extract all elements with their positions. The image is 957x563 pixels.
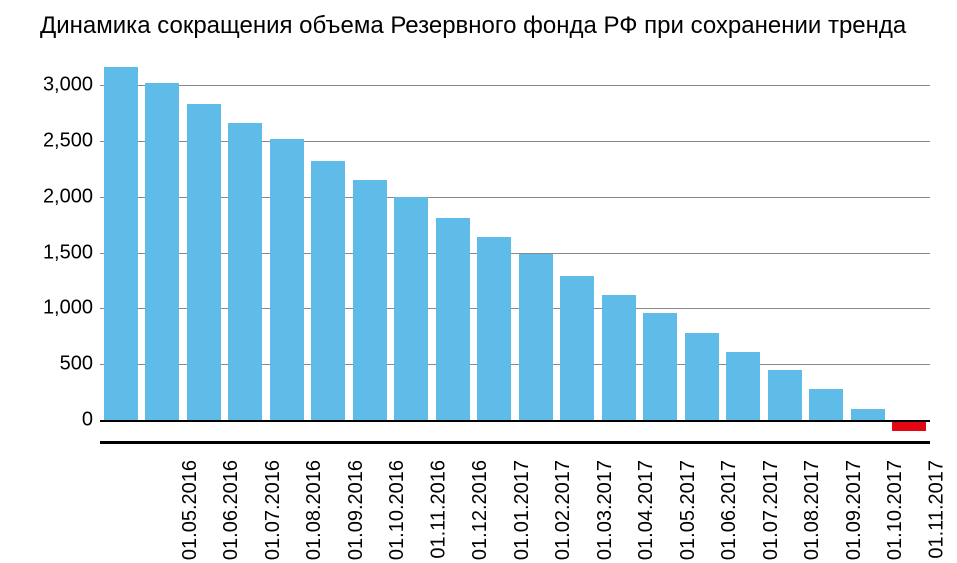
zero-line xyxy=(100,420,930,422)
x-axis-labels: 01.05.2016 01.06.2016 01.07.2016 01.08.2016… xyxy=(100,460,930,560)
bar xyxy=(311,161,345,420)
bar xyxy=(851,409,885,420)
x-tick-label: 01.07.2016 xyxy=(262,460,285,560)
bar xyxy=(187,104,221,419)
bar xyxy=(353,180,387,420)
y-tick-label: 2,000 xyxy=(8,185,93,208)
x-tick-label: 01.07.2017 xyxy=(760,460,783,560)
y-tick-label: 0 xyxy=(8,408,93,431)
x-tick-label: 01.09.2017 xyxy=(843,460,866,560)
y-tick-label: 1,500 xyxy=(8,241,93,264)
x-tick-label: 01.03.2017 xyxy=(594,460,617,560)
x-tick-label: 01.10.2017 xyxy=(884,460,907,560)
x-tick-label: 01.04.2017 xyxy=(635,460,658,560)
chart-title: Динамика сокращения объема Резервного фо… xyxy=(40,12,906,40)
bar xyxy=(477,237,511,420)
x-tick-label: 01.08.2017 xyxy=(801,460,824,560)
y-tick-label: 500 xyxy=(8,353,93,376)
x-tick-label: 01.01.2017 xyxy=(511,460,534,560)
bar xyxy=(394,197,428,420)
bar xyxy=(726,352,760,420)
bar xyxy=(685,333,719,420)
x-tick-label: 01.11.2017 xyxy=(925,460,948,559)
x-tick-label: 01.11.2016 xyxy=(427,460,450,559)
x-axis-line xyxy=(100,441,930,444)
bar xyxy=(519,254,553,420)
bar xyxy=(270,139,304,420)
bar xyxy=(104,67,138,420)
bar xyxy=(643,313,677,420)
bar xyxy=(436,218,470,420)
bar xyxy=(560,276,594,420)
x-tick-label: 01.06.2016 xyxy=(220,460,243,560)
x-tick-label: 01.02.2017 xyxy=(552,460,575,560)
x-tick-label: 01.08.2016 xyxy=(303,460,326,560)
bar xyxy=(768,370,802,420)
y-tick-label: 2,500 xyxy=(8,130,93,153)
x-tick-label: 01.05.2017 xyxy=(677,460,700,560)
bar xyxy=(602,295,636,420)
x-tick-label: 01.09.2016 xyxy=(345,460,368,560)
bar xyxy=(809,389,843,420)
y-tick-label: 3,000 xyxy=(8,74,93,97)
bar xyxy=(228,123,262,419)
x-tick-label: 01.10.2016 xyxy=(386,460,409,560)
chart-container: Динамика сокращения объема Резервного фо… xyxy=(0,0,957,563)
plot-area xyxy=(100,52,930,442)
x-tick-label: 01.06.2017 xyxy=(718,460,741,560)
x-tick-label: 01.12.2016 xyxy=(469,460,492,560)
x-tick-label: 01.05.2016 xyxy=(179,460,202,560)
y-tick-label: 1,000 xyxy=(8,297,93,320)
bar xyxy=(145,83,179,420)
bars-group xyxy=(100,52,930,442)
